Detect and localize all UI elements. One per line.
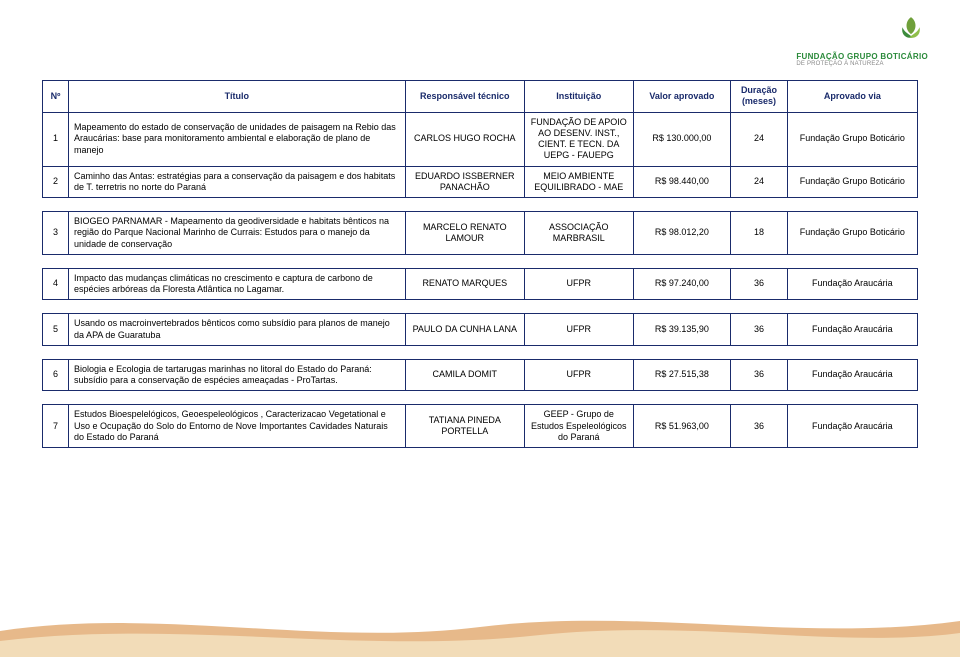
col-num: Nº bbox=[43, 81, 69, 113]
cell-num: 6 bbox=[43, 359, 69, 391]
cell-valor: R$ 98.440,00 bbox=[633, 166, 731, 198]
cell-resp: EDUARDO ISSBERNER PANACHÃO bbox=[405, 166, 524, 198]
cell-dur: 24 bbox=[731, 166, 787, 198]
cell-titulo: Biologia e Ecologia de tartarugas marinh… bbox=[69, 359, 406, 391]
cell-dur: 36 bbox=[731, 359, 787, 391]
cell-resp: MARCELO RENATO LAMOUR bbox=[405, 212, 524, 255]
table-row: 5Usando os macroinvertebrados bênticos c… bbox=[43, 314, 918, 346]
cell-inst: GEEP - Grupo de Estudos Espeleológicos d… bbox=[524, 405, 633, 448]
table-row: 3BIOGEO PARNAMAR - Mapeamento da geodive… bbox=[43, 212, 918, 255]
cell-dur: 36 bbox=[731, 268, 787, 300]
cell-titulo: Impacto das mudanças climáticas no cresc… bbox=[69, 268, 406, 300]
cell-titulo: Caminho das Antas: estratégias para a co… bbox=[69, 166, 406, 198]
cell-num: 7 bbox=[43, 405, 69, 448]
cell-inst: MEIO AMBIENTE EQUILIBRADO - MAE bbox=[524, 166, 633, 198]
cell-dur: 36 bbox=[731, 405, 787, 448]
logo-line1: FUNDAÇÃO GRUPO BOTICÁRIO bbox=[796, 52, 928, 61]
group-spacer bbox=[43, 198, 918, 212]
cell-titulo: BIOGEO PARNAMAR - Mapeamento da geodiver… bbox=[69, 212, 406, 255]
cell-resp: CARLOS HUGO ROCHA bbox=[405, 112, 524, 166]
col-valor: Valor aprovado bbox=[633, 81, 731, 113]
cell-resp: CAMILA DOMIT bbox=[405, 359, 524, 391]
logo-text: FUNDAÇÃO GRUPO BOTICÁRIO DE PROTEÇÃO À N… bbox=[796, 52, 928, 67]
col-apr: Aprovado via bbox=[787, 81, 917, 113]
cell-resp: PAULO DA CUNHA LANA bbox=[405, 314, 524, 346]
table-row: 7Estudos Bioespelelógicos, Geoespeleológ… bbox=[43, 405, 918, 448]
cell-titulo: Mapeamento do estado de conservação de u… bbox=[69, 112, 406, 166]
col-dur: Duração (meses) bbox=[731, 81, 787, 113]
group-spacer bbox=[43, 391, 918, 405]
cell-num: 4 bbox=[43, 268, 69, 300]
cell-titulo: Estudos Bioespelelógicos, Geoespeleológi… bbox=[69, 405, 406, 448]
table-header-row: Nº Título Responsável técnico Instituiçã… bbox=[43, 81, 918, 113]
cell-valor: R$ 27.515,38 bbox=[633, 359, 731, 391]
cell-valor: R$ 51.963,00 bbox=[633, 405, 731, 448]
table-row: 6Biologia e Ecologia de tartarugas marin… bbox=[43, 359, 918, 391]
cell-inst: UFPR bbox=[524, 359, 633, 391]
cell-dur: 24 bbox=[731, 112, 787, 166]
group-spacer bbox=[43, 345, 918, 359]
col-resp: Responsável técnico bbox=[405, 81, 524, 113]
cell-num: 2 bbox=[43, 166, 69, 198]
cell-num: 5 bbox=[43, 314, 69, 346]
cell-titulo: Usando os macroinvertebrados bênticos co… bbox=[69, 314, 406, 346]
cell-apr: Fundação Grupo Boticário bbox=[787, 212, 917, 255]
group-spacer bbox=[43, 254, 918, 268]
projects-table: Nº Título Responsável técnico Instituiçã… bbox=[42, 80, 918, 448]
cell-apr: Fundação Araucária bbox=[787, 314, 917, 346]
projects-table-container: Nº Título Responsável técnico Instituiçã… bbox=[42, 80, 918, 448]
cell-resp: RENATO MARQUES bbox=[405, 268, 524, 300]
cell-inst: UFPR bbox=[524, 268, 633, 300]
cell-inst: UFPR bbox=[524, 314, 633, 346]
cell-num: 3 bbox=[43, 212, 69, 255]
cell-apr: Fundação Araucária bbox=[787, 405, 917, 448]
cell-valor: R$ 97.240,00 bbox=[633, 268, 731, 300]
cell-apr: Fundação Grupo Boticário bbox=[787, 166, 917, 198]
group-spacer bbox=[43, 300, 918, 314]
cell-resp: TATIANA PINEDA PORTELLA bbox=[405, 405, 524, 448]
footer-wave bbox=[0, 597, 960, 657]
cell-apr: Fundação Araucária bbox=[787, 359, 917, 391]
table-row: 1Mapeamento do estado de conservação de … bbox=[43, 112, 918, 166]
col-titulo: Título bbox=[69, 81, 406, 113]
cell-apr: Fundação Grupo Boticário bbox=[787, 112, 917, 166]
logo-line2: DE PROTEÇÃO À NATUREZA bbox=[796, 61, 928, 67]
cell-apr: Fundação Araucária bbox=[787, 268, 917, 300]
cell-dur: 36 bbox=[731, 314, 787, 346]
cell-inst: ASSOCIAÇÃO MARBRASIL bbox=[524, 212, 633, 255]
table-row: 2Caminho das Antas: estratégias para a c… bbox=[43, 166, 918, 198]
table-row: 4Impacto das mudanças climáticas no cres… bbox=[43, 268, 918, 300]
col-inst: Instituição bbox=[524, 81, 633, 113]
cell-valor: R$ 98.012,20 bbox=[633, 212, 731, 255]
cell-num: 1 bbox=[43, 112, 69, 166]
cell-valor: R$ 39.135,90 bbox=[633, 314, 731, 346]
brand-logo: FUNDAÇÃO GRUPO BOTICÁRIO DE PROTEÇÃO À N… bbox=[768, 12, 928, 69]
leaf-icon bbox=[894, 12, 928, 51]
cell-inst: FUNDAÇÃO DE APOIO AO DESENV. INST., CIEN… bbox=[524, 112, 633, 166]
cell-valor: R$ 130.000,00 bbox=[633, 112, 731, 166]
cell-dur: 18 bbox=[731, 212, 787, 255]
